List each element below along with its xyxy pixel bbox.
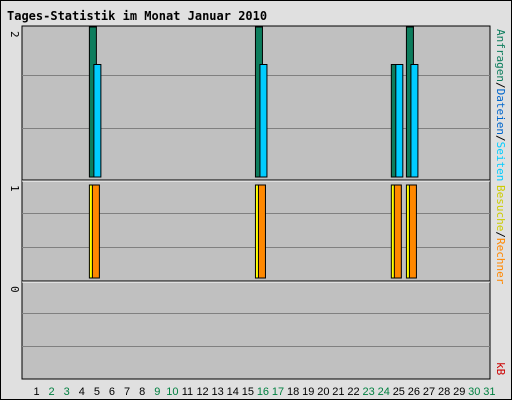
y-tick-labels: 2 1 0 bbox=[8, 31, 21, 293]
bar-rechner-day-25 bbox=[393, 184, 402, 279]
x-tick-label-day-14: 14 bbox=[227, 386, 239, 398]
x-tick-label-day-31: 31 bbox=[483, 386, 495, 398]
legend-kb: kB bbox=[494, 362, 507, 376]
legend-rechner: Rechner bbox=[494, 238, 507, 285]
x-tick-label-day-18: 18 bbox=[287, 386, 299, 398]
x-tick-label-day-11: 11 bbox=[182, 386, 193, 398]
x-tick-label-day-24: 24 bbox=[378, 386, 390, 398]
x-tick-label-day-22: 22 bbox=[347, 386, 359, 398]
bar-rechner-day-26 bbox=[408, 184, 417, 279]
x-tick-label-day-6: 6 bbox=[109, 386, 115, 398]
x-tick-label-day-1: 1 bbox=[33, 386, 39, 398]
x-tick-label-day-9: 9 bbox=[154, 386, 160, 398]
legend-separator: / bbox=[494, 135, 507, 142]
legend-anfragen: Anfragen bbox=[494, 29, 507, 82]
x-tick-label-day-25: 25 bbox=[393, 386, 405, 398]
bar-dateien-day-16 bbox=[259, 64, 268, 178]
bars bbox=[88, 26, 419, 279]
x-tick-label-day-27: 27 bbox=[423, 386, 435, 398]
x-tick-label-day-20: 20 bbox=[317, 386, 329, 398]
x-tick-label-day-12: 12 bbox=[196, 386, 208, 398]
x-tick-label-day-4: 4 bbox=[79, 386, 85, 398]
x-tick-label-day-10: 10 bbox=[166, 386, 178, 398]
legend-separator: / bbox=[494, 82, 507, 89]
y-tick-label-bottom: 0 bbox=[8, 286, 21, 293]
x-tick-label-day-29: 29 bbox=[453, 386, 465, 398]
x-tick-label-day-5: 5 bbox=[94, 386, 100, 398]
bar-dateien-day-26 bbox=[410, 64, 419, 178]
x-tick-label-day-13: 13 bbox=[212, 386, 224, 398]
legend-dateien: Dateien bbox=[494, 89, 507, 135]
legend-separator: / bbox=[494, 231, 507, 238]
bar-dateien-day-5 bbox=[93, 64, 102, 178]
x-tick-labels: 1 2 3 4 5 6 7 8 9 10 11 12 13 14 15 16 17 18 19 20 21 22 23 24 2… bbox=[33, 386, 495, 398]
bar-dateien-day-25 bbox=[395, 64, 404, 178]
x-tick-label-day-21: 21 bbox=[332, 386, 344, 398]
legend-seiten: Seiten bbox=[494, 142, 507, 182]
y-tick-label-middle: 1 bbox=[8, 185, 21, 192]
legend-besuche: Besuche bbox=[494, 185, 507, 231]
x-tick-label-day-7: 7 bbox=[124, 386, 130, 398]
chart-title: Tages-Statistik im Monat Januar 2010 bbox=[7, 9, 267, 23]
x-tick-label-day-28: 28 bbox=[438, 386, 450, 398]
x-tick-label-day-23: 23 bbox=[363, 386, 375, 398]
bar-rechner-day-16 bbox=[257, 184, 266, 279]
y-tick-label-top: 2 bbox=[8, 31, 21, 38]
x-tick-label-day-17: 17 bbox=[272, 386, 284, 398]
x-tick-label-day-3: 3 bbox=[64, 386, 70, 398]
x-tick-label-day-16: 16 bbox=[257, 386, 269, 398]
x-tick-label-day-15: 15 bbox=[242, 386, 254, 398]
bar-rechner-day-5 bbox=[91, 184, 100, 279]
legend-top-panel: Anfragen/Dateien/Seiten bbox=[494, 29, 507, 181]
x-tick-label-day-30: 30 bbox=[468, 386, 480, 398]
legend-middle-panel: Besuche/Rechner bbox=[494, 185, 507, 285]
x-tick-label-day-8: 8 bbox=[139, 386, 145, 398]
legend-bottom-panel: kB bbox=[494, 362, 507, 376]
plot-panel-bottom bbox=[21, 280, 491, 380]
x-tick-label-day-19: 19 bbox=[302, 386, 314, 398]
x-tick-label-day-26: 26 bbox=[408, 386, 420, 398]
x-tick-label-day-2: 2 bbox=[49, 386, 55, 398]
